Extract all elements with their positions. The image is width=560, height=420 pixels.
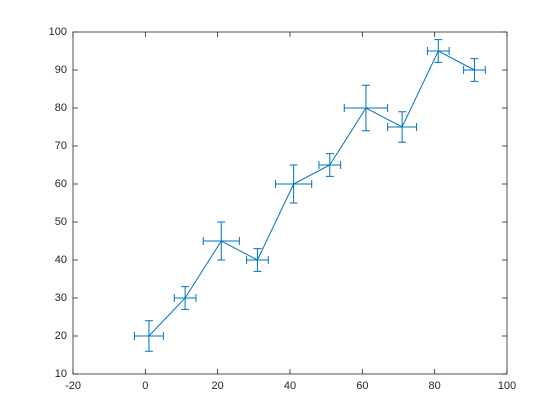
x-error-bar — [463, 66, 486, 74]
y-tick-label: 100 — [49, 26, 67, 38]
x-error-bar — [133, 332, 164, 340]
x-error-bar — [426, 47, 450, 55]
x-tick-label: 0 — [142, 380, 148, 392]
y-tick-label: 10 — [55, 368, 67, 380]
x-tick-label: 40 — [284, 380, 296, 392]
x-tick-label: 80 — [429, 380, 441, 392]
x-tick-label: -20 — [65, 380, 81, 392]
x-error-bar — [173, 294, 197, 302]
x-error-bar — [387, 123, 418, 131]
y-tick-label: 30 — [55, 292, 67, 304]
y-tick-label: 20 — [55, 330, 67, 342]
x-tick-label: 100 — [498, 380, 516, 392]
x-tick-label: 20 — [212, 380, 224, 392]
x-error-bar — [202, 237, 240, 245]
x-tick-label: 60 — [356, 380, 368, 392]
x-error-bar — [343, 104, 389, 112]
y-tick-label: 80 — [55, 102, 67, 114]
y-tick-label: 50 — [55, 216, 67, 228]
y-tick-label: 40 — [55, 254, 67, 266]
x-error-bar — [246, 256, 269, 264]
y-tick-label: 60 — [55, 178, 67, 190]
y-tick-label: 70 — [55, 140, 67, 152]
x-error-bar — [275, 180, 313, 188]
data-line — [148, 50, 475, 337]
y-tick-label: 90 — [55, 64, 67, 76]
x-error-bar — [318, 161, 342, 169]
